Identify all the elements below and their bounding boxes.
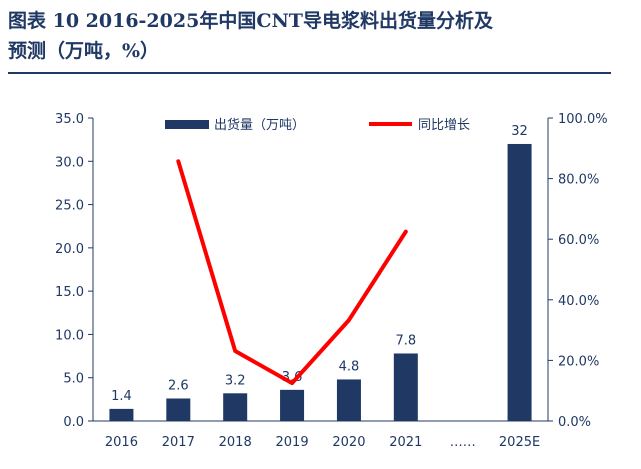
bar — [393, 353, 418, 421]
left-axis-tick-label: 20.0 — [55, 242, 84, 257]
chart-title-line-1: 图表 10 2016-2025年中国CNT导电浆料出货量分析及 — [8, 10, 493, 32]
right-axis-tick-label: 40.0% — [558, 294, 599, 309]
left-axis-tick-label: 35.0 — [55, 112, 84, 127]
bar-data-label: 4.8 — [339, 359, 360, 374]
bar — [223, 393, 248, 421]
bar — [109, 408, 134, 421]
bar — [336, 379, 361, 421]
chart-title: 图表 10 2016-2025年中国CNT导电浆料出货量分析及 预测（万吨，%） — [8, 6, 633, 66]
right-axis-tick-label: 0.0% — [558, 415, 591, 430]
legend-line-label: 同比增长 — [418, 118, 470, 133]
x-axis-tick-label: 2018 — [219, 435, 252, 450]
x-axis-tick-label: 2020 — [332, 435, 365, 450]
left-axis-tick-label: 25.0 — [55, 199, 84, 214]
x-axis-tick-label: 2021 — [389, 435, 422, 450]
bar — [280, 389, 305, 421]
left-axis-tick-label: 15.0 — [55, 285, 84, 300]
legend-bar-swatch — [165, 120, 209, 129]
bar — [507, 143, 532, 421]
bar-data-label: 2.6 — [168, 378, 189, 393]
x-axis-tick-label: 2016 — [105, 435, 138, 450]
left-axis-tick-label: 30.0 — [55, 155, 84, 170]
bar-data-label: 7.8 — [395, 333, 416, 348]
chart-title-line-2: 预测（万吨，%） — [8, 40, 160, 62]
bar-data-label: 3.2 — [225, 373, 246, 388]
x-axis-tick-label: …… — [450, 435, 476, 450]
right-axis-tick-label: 100.0% — [558, 112, 608, 127]
left-axis-tick-label: 5.0 — [63, 372, 84, 387]
bar-data-label: 32 — [511, 124, 528, 139]
x-axis-tick-label: 2017 — [162, 435, 195, 450]
x-axis-tick-label: 2019 — [276, 435, 309, 450]
bar-data-label: 1.4 — [111, 389, 132, 404]
legend-bar-label: 出货量（万吨） — [214, 117, 305, 133]
left-axis-tick-label: 10.0 — [55, 328, 84, 343]
growth-line — [176, 159, 408, 386]
right-axis-tick-label: 60.0% — [558, 233, 599, 248]
bar — [166, 398, 191, 421]
left-axis-tick-label: 0.0 — [63, 415, 84, 430]
title-divider — [8, 72, 611, 74]
x-axis-tick-label: 2025E — [499, 435, 540, 450]
right-axis-tick-label: 20.0% — [558, 354, 599, 369]
right-axis-tick-label: 80.0% — [558, 173, 599, 188]
